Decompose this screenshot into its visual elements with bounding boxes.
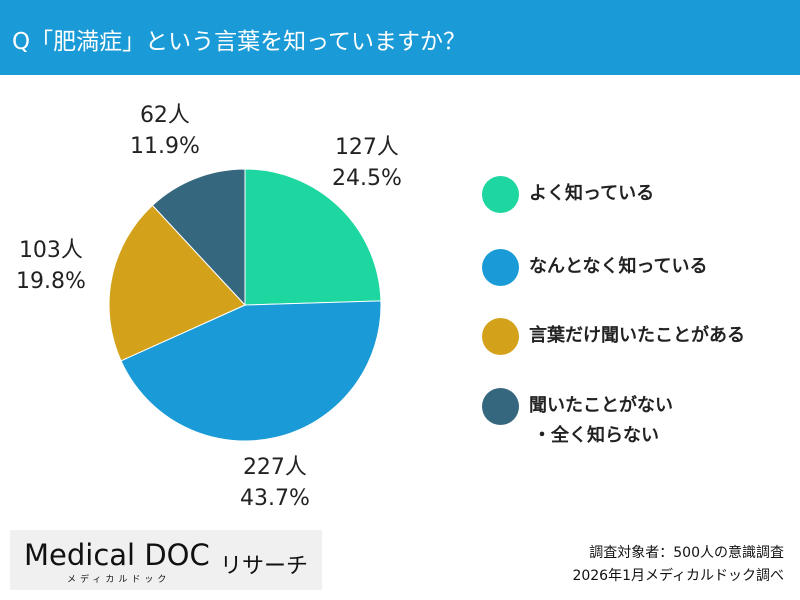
legend-label: 言葉だけ聞いたことがある: [529, 325, 745, 346]
count-label: 127人: [334, 135, 399, 160]
source-line-2: 2026年1月メディカルドック調べ: [572, 568, 784, 584]
percent-label: 24.5%: [332, 166, 402, 191]
survey-source: 調査対象者：500人の意識調査 2026年1月メディカルドック調べ: [572, 542, 784, 588]
percent-label: 19.8%: [16, 269, 86, 294]
legend-item: 聞いたことがない ・全く知らない: [482, 388, 673, 451]
count-label: 227人: [242, 455, 307, 480]
data-label-not-known: 62人 11.9%: [130, 100, 200, 162]
legend-swatch: [482, 176, 519, 213]
legend-swatch: [482, 249, 519, 286]
legend-swatch: [482, 388, 519, 425]
count-label: 62人: [139, 103, 190, 128]
medical-doc-logo: Medical DOC リサーチ メディカルドック: [10, 530, 322, 590]
data-label-well-known: 127人 24.5%: [332, 132, 402, 194]
legend-label: よく知っている: [529, 183, 655, 204]
data-label-heard-only: 103人 19.8%: [16, 235, 86, 297]
count-label: 103人: [18, 238, 83, 263]
pie-slice: [151, 168, 246, 307]
title-bar: Q「肥満症」という言葉を知っていますか？: [0, 0, 800, 75]
logo-suffix: リサーチ: [220, 554, 309, 579]
percent-label: 43.7%: [240, 486, 310, 511]
question-title: Q「肥満症」という言葉を知っていますか？: [12, 29, 466, 55]
legend-label: 聞いたことがない ・全く知らない: [529, 395, 673, 446]
pie-slice: [108, 204, 246, 362]
logo-sub: メディカルドック: [67, 575, 171, 585]
legend-item: よく知っている: [482, 176, 654, 213]
legend-item: 言葉だけ聞いたことがある: [482, 318, 745, 355]
legend-swatch: [482, 318, 519, 355]
pie-slice: [120, 300, 382, 442]
data-label-somewhat-known: 227人 43.7%: [240, 452, 310, 514]
pie-slice: [244, 168, 382, 306]
source-line-1: 調査対象者：500人の意識調査: [589, 545, 784, 561]
percent-label: 11.9%: [130, 134, 200, 159]
logo-main: Medical DOC: [24, 538, 210, 572]
legend-label: なんとなく知っている: [529, 256, 708, 277]
legend-item: なんとなく知っている: [482, 249, 708, 286]
pie-chart: [108, 168, 382, 442]
